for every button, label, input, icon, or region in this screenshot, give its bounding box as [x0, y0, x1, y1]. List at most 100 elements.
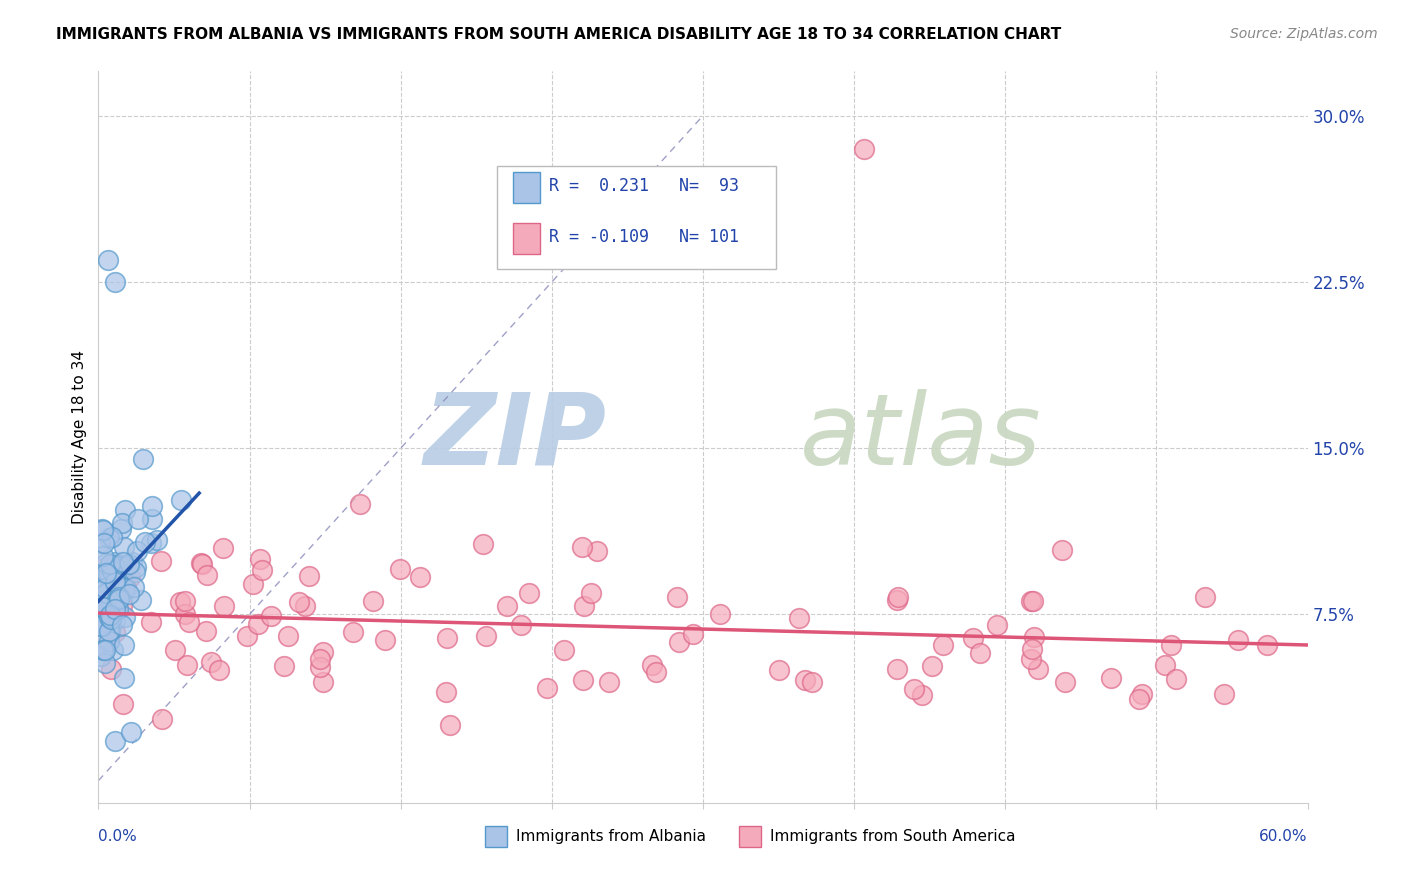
- Point: [139, 615, 162, 629]
- Point: [1130, 687, 1153, 701]
- Point: [89, 613, 111, 627]
- Point: [794, 673, 817, 688]
- Point: [208, 663, 231, 677]
- Point: [118, 587, 141, 601]
- Point: [173, 607, 195, 621]
- Point: [309, 651, 332, 665]
- Point: [104, 555, 127, 569]
- Point: [97, 532, 120, 546]
- Point: [90, 619, 112, 633]
- FancyBboxPatch shape: [513, 224, 540, 254]
- Point: [250, 564, 273, 578]
- Text: ZIP: ZIP: [423, 389, 606, 485]
- Point: [127, 544, 149, 558]
- Point: [124, 565, 146, 579]
- Point: [96, 586, 118, 600]
- Point: [1194, 590, 1216, 604]
- Point: [434, 684, 457, 698]
- Point: [510, 617, 533, 632]
- Point: [105, 592, 128, 607]
- Point: [668, 635, 690, 649]
- Point: [1050, 543, 1073, 558]
- Point: [409, 570, 432, 584]
- Point: [121, 555, 143, 569]
- Point: [174, 594, 197, 608]
- Point: [1256, 638, 1278, 652]
- Point: [97, 566, 120, 580]
- Point: [100, 596, 122, 610]
- Point: [141, 499, 163, 513]
- Text: IMMIGRANTS FROM ALBANIA VS IMMIGRANTS FROM SOUTH AMERICA DISABILITY AGE 18 TO 34: IMMIGRANTS FROM ALBANIA VS IMMIGRANTS FR…: [56, 27, 1062, 42]
- Point: [94, 566, 117, 581]
- Point: [89, 569, 111, 583]
- Point: [553, 643, 575, 657]
- Point: [1154, 658, 1177, 673]
- Point: [108, 581, 131, 595]
- Point: [260, 608, 283, 623]
- Point: [112, 541, 135, 555]
- Point: [103, 733, 125, 747]
- Point: [87, 626, 110, 640]
- Point: [146, 533, 169, 547]
- Point: [129, 592, 152, 607]
- Point: [108, 591, 131, 606]
- Point: [110, 522, 132, 536]
- Point: [103, 558, 125, 572]
- Point: [132, 452, 155, 467]
- Point: [98, 610, 121, 624]
- Point: [115, 582, 138, 596]
- Point: [111, 516, 134, 531]
- Point: [682, 626, 704, 640]
- Point: [107, 602, 129, 616]
- Point: [152, 712, 174, 726]
- Point: [97, 603, 120, 617]
- Point: [150, 554, 173, 568]
- Point: [108, 558, 131, 572]
- Point: [886, 593, 908, 607]
- Point: [87, 581, 110, 595]
- Point: [911, 688, 934, 702]
- Point: [115, 581, 138, 595]
- Point: [114, 610, 136, 624]
- Point: [273, 659, 295, 673]
- FancyBboxPatch shape: [498, 167, 776, 268]
- Point: [571, 540, 593, 554]
- Point: [298, 569, 321, 583]
- Point: [536, 681, 558, 695]
- Point: [100, 612, 122, 626]
- Point: [768, 663, 790, 677]
- Point: [91, 549, 114, 563]
- Point: [104, 565, 127, 579]
- Point: [165, 643, 187, 657]
- Point: [104, 613, 127, 627]
- Point: [312, 674, 335, 689]
- Point: [388, 562, 411, 576]
- Point: [87, 615, 110, 629]
- Point: [122, 580, 145, 594]
- Point: [236, 629, 259, 643]
- Point: [90, 648, 112, 663]
- Point: [108, 592, 131, 607]
- Point: [107, 579, 129, 593]
- Point: [98, 624, 121, 639]
- Point: [574, 599, 596, 613]
- Point: [98, 557, 121, 571]
- Point: [288, 595, 311, 609]
- Point: [787, 610, 810, 624]
- Point: [111, 618, 134, 632]
- Point: [986, 618, 1008, 632]
- Point: [190, 556, 212, 570]
- Point: [853, 142, 876, 156]
- Point: [1022, 630, 1045, 644]
- Point: [1099, 671, 1122, 685]
- Point: [211, 541, 233, 555]
- Point: [1160, 638, 1182, 652]
- Point: [141, 512, 163, 526]
- Point: [645, 665, 668, 679]
- Point: [1053, 675, 1076, 690]
- Point: [93, 536, 115, 550]
- Point: [94, 657, 117, 671]
- Text: Immigrants from South America: Immigrants from South America: [769, 829, 1015, 844]
- Y-axis label: Disability Age 18 to 34: Disability Age 18 to 34: [72, 350, 87, 524]
- Text: Source: ZipAtlas.com: Source: ZipAtlas.com: [1230, 27, 1378, 41]
